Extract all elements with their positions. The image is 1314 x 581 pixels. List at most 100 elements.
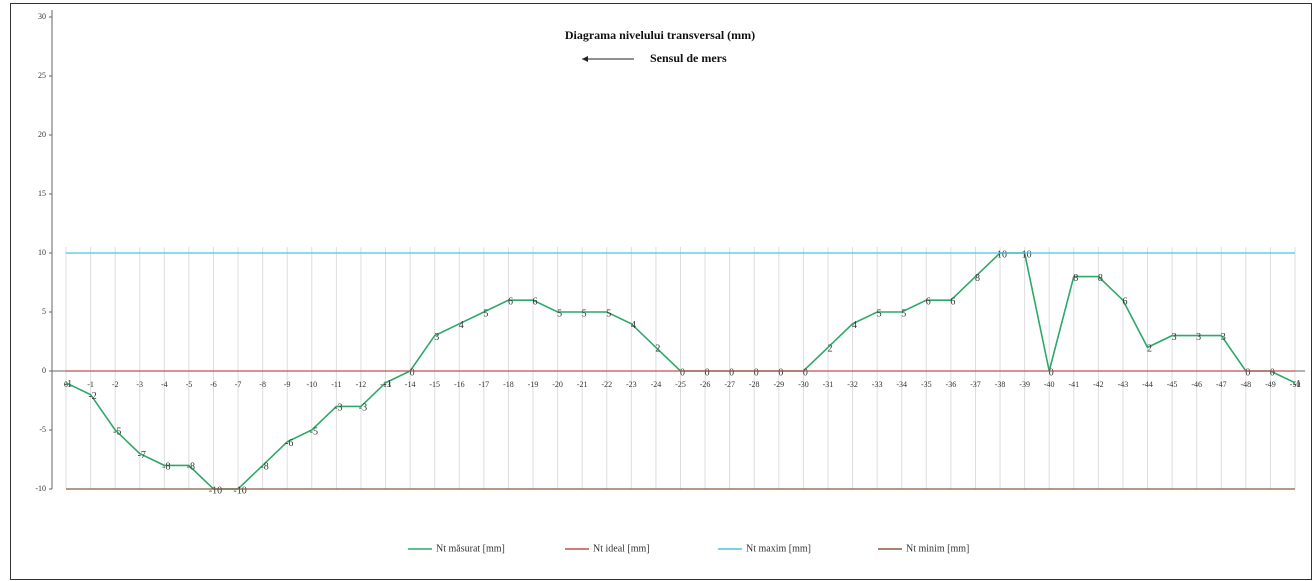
frame	[10, 3, 1312, 580]
data-label: 0	[680, 367, 685, 378]
x-tick-label: -1	[87, 380, 94, 389]
x-tick-label: -16	[454, 380, 465, 389]
x-tick-label: -47	[1216, 380, 1227, 389]
y-tick-label: -5	[39, 425, 46, 434]
data-label: 0	[1049, 367, 1054, 378]
x-tick-label: -15	[429, 380, 440, 389]
x-tick-label: -23	[626, 380, 637, 389]
x-tick-label: -43	[1118, 380, 1129, 389]
y-tick-label: -10	[35, 484, 46, 493]
x-tick-label: -7	[235, 380, 242, 389]
y-tick-label: 30	[38, 12, 46, 21]
data-label: 4	[631, 320, 636, 331]
data-label: 3	[1172, 332, 1177, 343]
data-label: -5	[310, 426, 318, 437]
data-label: -7	[138, 450, 146, 461]
x-tick-label: -39	[1019, 380, 1030, 389]
data-label: 5	[606, 308, 611, 319]
data-label: 6	[926, 296, 931, 307]
data-label: 3	[1221, 332, 1226, 343]
x-tick-label: -14	[405, 380, 416, 389]
data-label: 6	[508, 296, 513, 307]
x-tick-label: -8	[259, 380, 266, 389]
data-label: -1	[1293, 379, 1301, 390]
x-tick-label: -41	[1068, 380, 1079, 389]
legend-label: Nt maxim [mm]	[746, 543, 811, 554]
legend-label: Nt măsurat [mm]	[436, 543, 505, 554]
data-label: 4	[459, 320, 464, 331]
data-label: 0	[410, 367, 415, 378]
data-label: 8	[975, 273, 980, 284]
x-tick-label: -49	[1265, 380, 1276, 389]
data-label: -8	[162, 462, 170, 473]
x-tick-label: -28	[749, 380, 760, 389]
data-label: 0	[754, 367, 759, 378]
x-tick-label: -22	[601, 380, 612, 389]
legend-label: Nt ideal [mm]	[593, 543, 650, 554]
x-tick-label: -21	[577, 380, 588, 389]
x-tick-label: -35	[921, 380, 932, 389]
x-tick-label: -20	[552, 380, 563, 389]
data-label: -1	[64, 379, 72, 390]
data-label: 4	[852, 320, 857, 331]
chart-title: Diagrama nivelului transversal (mm)	[565, 28, 755, 42]
y-tick-label: 5	[42, 307, 46, 316]
data-label: 5	[557, 308, 562, 319]
x-tick-label: -6	[210, 380, 217, 389]
data-label: 6	[1122, 296, 1127, 307]
x-tick-label: -38	[995, 380, 1006, 389]
x-tick-label: -48	[1241, 380, 1252, 389]
data-label: 5	[483, 308, 488, 319]
x-tick-label: -31	[823, 380, 834, 389]
x-tick-label: -12	[356, 380, 367, 389]
x-tick-label: -3	[136, 380, 143, 389]
data-label: 10	[1022, 249, 1032, 260]
data-label: 2	[655, 344, 660, 355]
data-label: -8	[187, 462, 195, 473]
x-tick-label: -45	[1167, 380, 1178, 389]
data-label: -3	[359, 403, 367, 414]
x-tick-label: -5	[186, 380, 193, 389]
x-tick-label: -36	[946, 380, 957, 389]
data-label: -1	[383, 379, 391, 390]
y-tick-label: 0	[42, 366, 46, 375]
x-tick-label: -27	[724, 380, 735, 389]
data-label: 5	[582, 308, 587, 319]
y-tick-label: 10	[38, 248, 46, 257]
x-tick-label: -40	[1044, 380, 1055, 389]
x-tick-label: -13	[380, 380, 391, 389]
data-label: -2	[88, 391, 96, 402]
x-tick-label: -10	[306, 380, 317, 389]
data-label: 8	[1073, 273, 1078, 284]
data-label: -10	[209, 485, 222, 496]
x-tick-label: -44	[1142, 380, 1153, 389]
data-label: 5	[901, 308, 906, 319]
x-tick-label: -34	[896, 380, 907, 389]
x-tick-label: 0	[64, 380, 68, 389]
data-label: 6	[533, 296, 538, 307]
x-tick-label: -29	[773, 380, 784, 389]
arrow-head	[582, 56, 588, 62]
x-tick-label: -32	[847, 380, 858, 389]
x-tick-label: -26	[700, 380, 711, 389]
x-tick-label: -37	[970, 380, 981, 389]
y-tick-label: 25	[38, 71, 46, 80]
x-tick-label: -9	[284, 380, 291, 389]
x-tick-label: -17	[479, 380, 490, 389]
x-tick-label: -18	[503, 380, 514, 389]
data-label: 3	[434, 332, 439, 343]
y-tick-label: 15	[38, 189, 46, 198]
legend-label: Nt minim [mm]	[906, 543, 969, 554]
x-tick-label: -24	[651, 380, 662, 389]
data-label: 6	[950, 296, 955, 307]
x-tick-label: -4	[161, 380, 168, 389]
data-label: 0	[1245, 367, 1250, 378]
x-tick-label: -19	[528, 380, 539, 389]
data-label: -10	[233, 485, 246, 496]
data-label: -6	[285, 438, 293, 449]
x-tick-label: -46	[1191, 380, 1202, 389]
data-label: 0	[729, 367, 734, 378]
data-label: 0	[778, 367, 783, 378]
x-tick-label: -50	[1290, 380, 1301, 389]
